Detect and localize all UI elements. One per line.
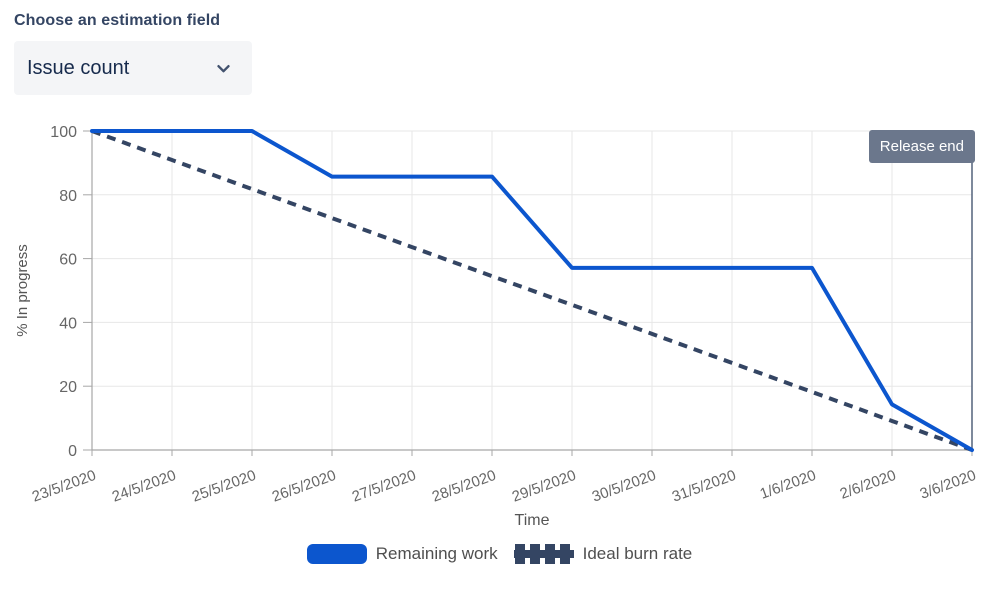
- x-tick-label: 23/5/2020: [30, 467, 99, 506]
- x-tick-label: 31/5/2020: [670, 467, 739, 506]
- y-tick-label: 20: [59, 379, 77, 396]
- y-tick-label: 40: [59, 315, 77, 332]
- x-tick-label: 27/5/2020: [350, 467, 419, 506]
- y-tick-label: 60: [59, 252, 77, 269]
- x-tick-label: 28/5/2020: [430, 467, 499, 506]
- burndown-chart[interactable]: 0 20 40 60 80 100 23/5/2020 24/5/2020 25/5/2020 2…: [0, 102, 998, 536]
- ideal-burn-rate-swatch: [513, 544, 574, 564]
- x-tick-label: 1/6/2020: [758, 467, 819, 503]
- series-line-ideal-burn-rate: [91, 129, 973, 452]
- y-axis-title: % In progress: [14, 244, 31, 337]
- estimation-field-label: Choose an estimation field: [14, 12, 221, 29]
- release-end-badge: Release end: [868, 130, 975, 163]
- legend-item-remaining-work[interactable]: Remaining work: [306, 543, 498, 565]
- x-tick-label: 2/6/2020: [838, 467, 899, 503]
- y-tick-label: 80: [59, 188, 77, 205]
- x-tick-label: 25/5/2020: [190, 467, 259, 506]
- x-tick-label: 30/5/2020: [590, 467, 659, 506]
- series-line-remaining-work: [90, 129, 974, 452]
- y-tick-label: 100: [50, 124, 77, 141]
- remaining-work-swatch: [306, 544, 367, 564]
- x-tick-label: 29/5/2020: [510, 467, 579, 506]
- x-tick-label: 3/6/2020: [918, 467, 979, 503]
- legend-item-ideal-burn-rate[interactable]: Ideal burn rate: [513, 543, 693, 565]
- x-tick-label: 24/5/2020: [110, 467, 179, 506]
- estimation-field-dropdown[interactable]: Issue count: [14, 41, 252, 95]
- legend-label-ideal-burn-rate: Ideal burn rate: [582, 544, 693, 563]
- x-axis-title: Time: [515, 512, 550, 529]
- estimation-field-selected-value: Issue count: [27, 56, 130, 79]
- chart-legend: Remaining work Ideal burn rate: [0, 543, 998, 565]
- y-tick-label: 0: [68, 443, 77, 460]
- legend-label-remaining-work: Remaining work: [375, 544, 498, 563]
- x-tick-label: 26/5/2020: [270, 467, 339, 506]
- chevron-down-icon: [214, 59, 233, 78]
